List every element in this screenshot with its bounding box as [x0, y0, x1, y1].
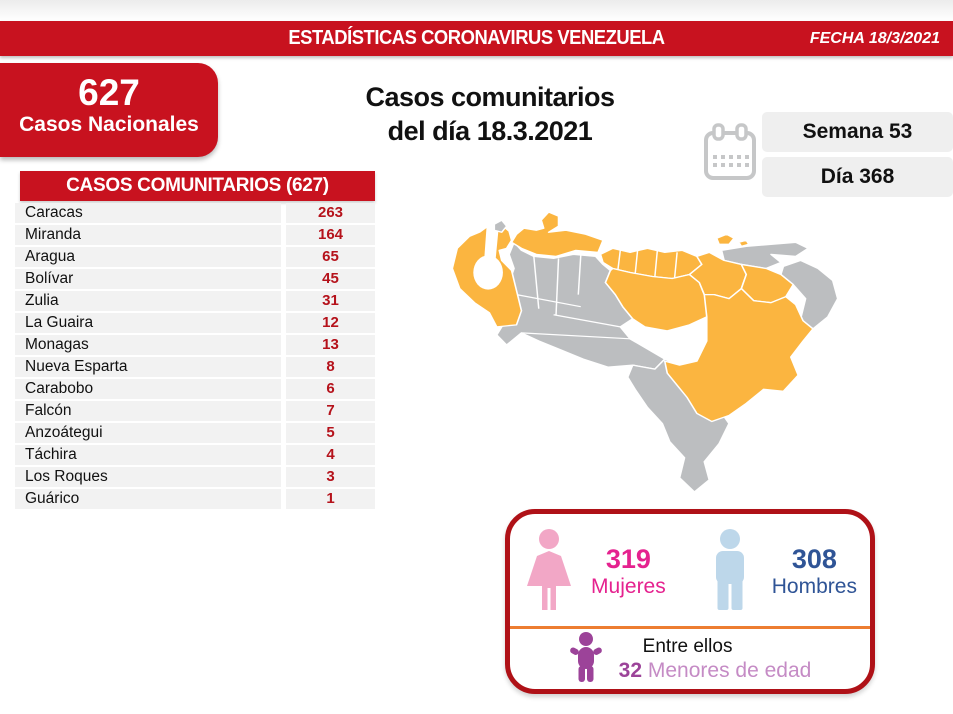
state-name: Miranda [15, 225, 281, 245]
national-cases-card: 627 Casos Nacionales [0, 63, 218, 157]
table-row: Anzoátegui 5 [15, 423, 375, 443]
national-cases-value: 627 [78, 72, 140, 113]
community-table-body: Caracas 263 Miranda 164 Aragua 65 Bolívar 45 Zul… [15, 203, 375, 509]
top-strip [0, 0, 953, 21]
map-region-guajira [493, 219, 508, 233]
table-row: La Guaira 12 [15, 313, 375, 333]
man-icon [715, 529, 744, 610]
state-cases: 3 [286, 467, 375, 487]
demographics-card: 319 Mujeres 308 Hombres [505, 509, 875, 694]
state-name: Aragua [15, 247, 281, 267]
state-cases: 65 [286, 247, 375, 267]
state-cases: 263 [286, 203, 375, 223]
state-cases: 13 [286, 335, 375, 355]
state-cases: 12 [286, 313, 375, 333]
map-region-bolivar [663, 287, 814, 423]
child-icon [569, 632, 602, 682]
state-cases: 1 [286, 489, 375, 509]
day-badge: Día 368 [762, 157, 953, 197]
table-row: Guárico 1 [15, 489, 375, 509]
state-cases: 7 [286, 401, 375, 421]
minors-label: Menores de edad [647, 658, 812, 682]
map-state-borders [516, 255, 633, 340]
map-region-nueva-esparta [715, 233, 750, 247]
table-row: Monagas 13 [15, 335, 375, 355]
state-cases: 8 [286, 357, 375, 377]
state-name: Los Roques [15, 467, 281, 487]
state-name: La Guaira [15, 313, 281, 333]
venezuela-map [435, 198, 855, 500]
state-cases: 5 [286, 423, 375, 443]
state-cases: 31 [286, 291, 375, 311]
woman-icon [527, 529, 572, 610]
women-count: 319 [605, 544, 651, 574]
table-row: Los Roques 3 [15, 467, 375, 487]
state-cases: 6 [286, 379, 375, 399]
state-name: Anzoátegui [15, 423, 281, 443]
week-badge: Semana 53 [762, 112, 953, 152]
orange-divider [510, 626, 870, 629]
state-name: Falcón [15, 401, 281, 421]
table-row: Nueva Esparta 8 [15, 357, 375, 377]
table-row: Falcón 7 [15, 401, 375, 421]
map-lake-maracaibo [473, 255, 503, 290]
table-row: Caracas 263 [15, 203, 375, 223]
table-row: Táchira 4 [15, 445, 375, 465]
women-stat: 319 Mujeres [523, 528, 666, 616]
gender-row: 319 Mujeres 308 Hombres [510, 514, 870, 626]
state-name: Caracas [15, 203, 281, 223]
men-stat: 308 Hombres [704, 528, 857, 616]
table-row: Carabobo 6 [15, 379, 375, 399]
minors-stat: Entre ellos 32 Menores de edad [510, 629, 870, 689]
state-name: Nueva Esparta [15, 357, 281, 377]
table-row: Zulia 31 [15, 291, 375, 311]
page-title-line1: Casos comunitarios [365, 82, 615, 112]
header-title: ESTADÍSTICAS CORONAVIRUS VENEZUELA [288, 27, 665, 49]
state-name: Bolívar [15, 269, 281, 289]
state-name: Táchira [15, 445, 281, 465]
state-name: Monagas [15, 335, 281, 355]
map-gulf-of-venezuela [484, 222, 500, 261]
community-cases-table: CASOS COMUNITARIOS (627) Caracas 263 Miran… [15, 171, 375, 509]
state-name: Carabobo [15, 379, 281, 399]
state-cases: 4 [286, 445, 375, 465]
state-name: Guárico [15, 489, 281, 509]
state-name: Zulia [15, 291, 281, 311]
community-table-title: CASOS COMUNITARIOS (627) [20, 171, 375, 201]
national-cases-label: Casos Nacionales [19, 113, 199, 136]
table-row: Aragua 65 [15, 247, 375, 267]
table-row: Bolívar 45 [15, 269, 375, 289]
women-label: Mujeres [591, 575, 666, 598]
map-central-borders [617, 250, 678, 278]
header-bar: ESTADÍSTICAS CORONAVIRUS VENEZUELA FECHA… [0, 21, 953, 56]
map-region-falcon [510, 211, 604, 258]
minors-count: 32 [618, 658, 643, 682]
state-cases: 45 [286, 269, 375, 289]
men-count: 308 [791, 544, 837, 574]
page-title-line2: del día 18.3.2021 [387, 116, 593, 146]
page-title: Casos comunitarios del día 18.3.2021 [315, 80, 665, 148]
men-label: Hombres [771, 575, 857, 598]
state-cases: 164 [286, 225, 375, 245]
header-date: FECHA 18/3/2021 [809, 30, 940, 47]
minors-intro: Entre ellos [642, 635, 733, 657]
calendar-icon [702, 122, 758, 189]
table-row: Miranda 164 [15, 225, 375, 245]
